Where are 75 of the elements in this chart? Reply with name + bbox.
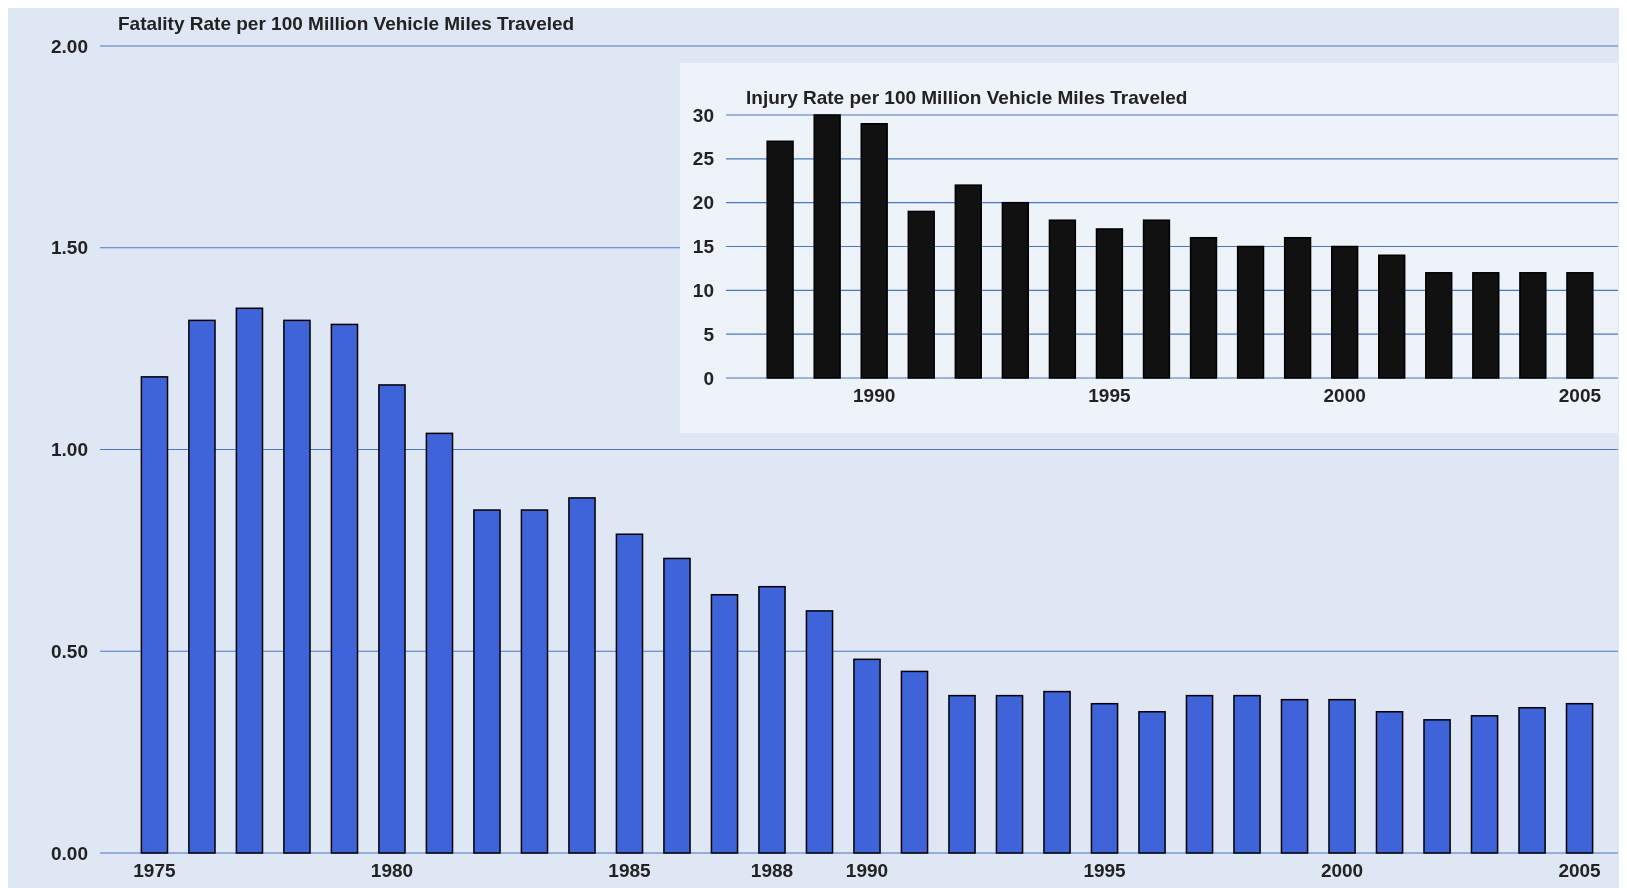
y-tick-label: 20 — [692, 192, 714, 214]
bar — [425, 432, 454, 854]
y-tick-label: 1.50 — [51, 237, 88, 259]
bar — [188, 319, 216, 854]
bar — [995, 694, 1024, 854]
y-tick-label: 2.00 — [51, 35, 88, 57]
bar — [1048, 219, 1077, 379]
x-tick-label: 1980 — [370, 860, 414, 881]
bar — [1328, 698, 1356, 854]
x-tick-label: 2005 — [1558, 385, 1602, 406]
bar — [1472, 272, 1500, 379]
x-tick-label: 1995 — [1088, 385, 1131, 406]
bar — [805, 610, 834, 854]
x-tick-label: 1975 — [133, 860, 176, 881]
bar — [1423, 719, 1451, 854]
y-tick-label: 10 — [692, 279, 714, 301]
bar — [663, 557, 691, 854]
bar — [1233, 694, 1261, 854]
bar — [1142, 219, 1171, 379]
y-tick-label: 0.50 — [51, 640, 88, 662]
bar — [948, 694, 976, 854]
x-tick-label: 1985 — [608, 860, 652, 881]
bar — [1001, 201, 1030, 379]
bar — [235, 307, 264, 854]
bar — [1330, 245, 1359, 379]
x-tick-label: 1990 — [853, 385, 896, 406]
bar — [1138, 711, 1166, 854]
bar — [473, 509, 501, 854]
y-tick-label: 5 — [703, 323, 715, 345]
x-tick-label: 2000 — [1320, 860, 1364, 881]
bar — [1565, 702, 1594, 854]
x-tick-label: 2000 — [1323, 385, 1366, 406]
bar — [283, 319, 311, 854]
bar — [1470, 715, 1499, 854]
bar — [853, 658, 881, 854]
bar — [1095, 228, 1124, 379]
chart-title: Fatality Rate per 100 Million Vehicle Miles Traveled — [118, 13, 575, 34]
chart-title: Injury Rate per 100 Million Vehicle Miles Traveled — [746, 87, 1188, 108]
bar — [140, 376, 169, 854]
bar — [1090, 702, 1119, 854]
bar — [1283, 236, 1312, 379]
bar — [900, 670, 929, 854]
y-tick-label: 0 — [703, 367, 714, 389]
y-tick-label: 1.00 — [51, 439, 88, 461]
bar — [766, 140, 794, 379]
bar — [520, 509, 549, 854]
bar — [1189, 236, 1218, 379]
y-tick-label: 0.00 — [51, 842, 88, 864]
x-tick-label: 1990 — [845, 860, 889, 881]
bar — [615, 533, 644, 854]
x-tick-label: 1995 — [1083, 860, 1127, 881]
bar — [1236, 245, 1265, 379]
bar — [378, 384, 406, 854]
y-tick-label: 25 — [692, 148, 715, 170]
bar — [1043, 690, 1071, 854]
y-tick-label: 30 — [692, 104, 714, 126]
bar — [1519, 272, 1547, 379]
bar — [758, 585, 786, 854]
bar — [1185, 694, 1214, 854]
bar — [860, 123, 888, 379]
x-tick-label: 2005 — [1558, 860, 1602, 881]
bar — [1566, 272, 1594, 379]
bar — [1518, 706, 1546, 854]
bar — [330, 323, 359, 854]
bar — [954, 184, 982, 379]
bar — [1280, 698, 1309, 854]
bar — [813, 114, 841, 379]
bar — [1425, 272, 1453, 379]
bar — [1378, 254, 1406, 379]
x-tick-label: 1988 — [750, 860, 794, 881]
y-tick-label: 15 — [692, 236, 715, 258]
bar — [1375, 711, 1404, 854]
bar — [907, 210, 935, 379]
bar — [568, 497, 596, 854]
bar — [710, 594, 739, 854]
